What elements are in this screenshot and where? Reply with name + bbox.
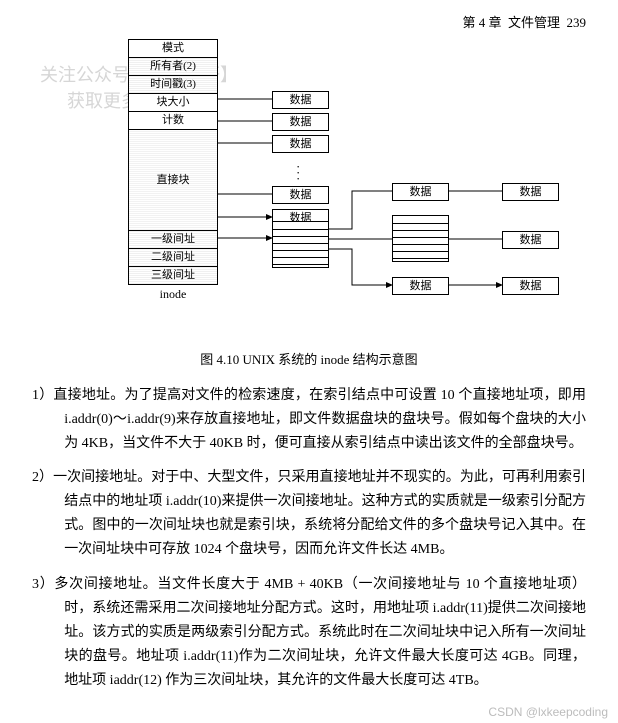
data-box-c1-3: 数据 [272, 186, 329, 204]
inode-l1: 一级间址 [128, 230, 218, 248]
inode-l2: 二级间址 [128, 248, 218, 266]
data-box-c1-0: 数据 [272, 91, 329, 109]
page-header: 第 4 章 文件管理 239 [32, 12, 586, 31]
page: 第 4 章 文件管理 239 关注公众号【封神考研】 获取更多考研资源 模式 所… [0, 0, 618, 723]
index-block-l2 [392, 215, 449, 262]
para-2: 2）一次间接地址。对于中、大型文件，只采用直接地址并不现实的。为此，可再利用索引… [32, 466, 586, 562]
inode-owner: 所有者(2) [128, 57, 218, 75]
data-box-c2-2: 数据 [392, 277, 449, 295]
inode-column: 模式 所有者(2) 时间戳(3) 块大小 计数 直接块 一级间址 二级间址 三级… [128, 39, 218, 302]
inode-diagram: 关注公众号【封神考研】 获取更多考研资源 模式 所有者(2) 时间戳(3) 块大… [32, 39, 586, 339]
vdots-icon: ··· [296, 164, 300, 182]
data-box-c1-2: 数据 [272, 135, 329, 153]
para-1: 1）直接地址。为了提高对文件的检索速度，在索引结点中可设置 10 个直接地址项，… [32, 384, 586, 456]
csdn-watermark: CSDN @lxkeepcoding [488, 705, 608, 719]
inode-timestamps: 时间戳(3) [128, 75, 218, 93]
data-box-c3-1: 数据 [502, 231, 559, 249]
inode-label: inode [128, 287, 218, 302]
inode-direct: 直接块 [128, 129, 218, 230]
para-3: 3）多次间接地址。当文件长度大于 4MB + 40KB（一次间接地址与 10 个… [32, 573, 586, 693]
inode-count: 计数 [128, 111, 218, 129]
inode-blocksize: 块大小 [128, 93, 218, 111]
data-box-c3-2: 数据 [502, 277, 559, 295]
data-box-c3-0: 数据 [502, 183, 559, 201]
data-box-c2-0: 数据 [392, 183, 449, 201]
inode-l3: 三级间址 [128, 266, 218, 285]
chapter: 第 4 章 [462, 15, 501, 30]
index-block-l1 [272, 221, 329, 268]
header-title: 文件管理 [508, 15, 560, 30]
body-text: 1）直接地址。为了提高对文件的检索速度，在索引结点中可设置 10 个直接地址项，… [32, 384, 586, 693]
inode-mode: 模式 [128, 39, 218, 57]
figure-caption: 图 4.10 UNIX 系统的 inode 结构示意图 [32, 349, 586, 368]
data-box-c1-1: 数据 [272, 113, 329, 131]
page-no: 239 [567, 15, 587, 30]
